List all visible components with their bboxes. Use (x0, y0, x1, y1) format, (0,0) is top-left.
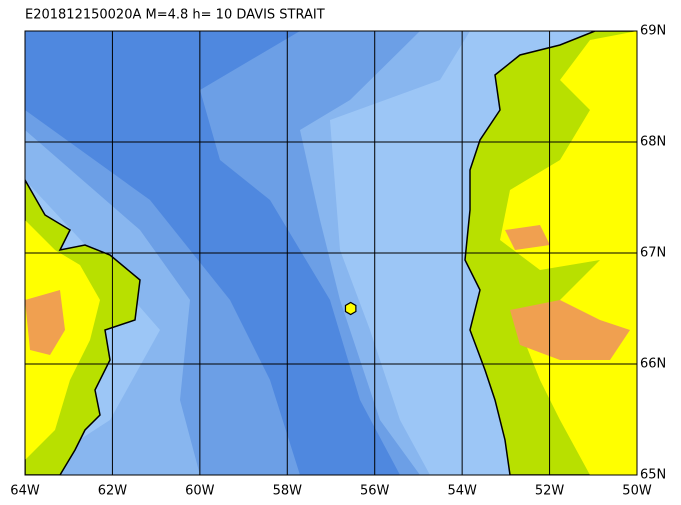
lat-label: 66N (640, 357, 666, 372)
lat-label: 69N (640, 24, 666, 39)
lon-label: 54W (447, 484, 477, 499)
lon-label: 60W (185, 484, 215, 499)
map-frame (24, 30, 638, 476)
greenland-peak (505, 225, 550, 250)
epicenter (344, 301, 357, 316)
lon-label: 50W (622, 484, 652, 499)
lat-label: 68N (640, 135, 666, 150)
map-title: E201812150020A M=4.8 h= 10 DAVIS STRAIT (25, 8, 325, 23)
baffin-peak (25, 290, 65, 355)
lon-label: 56W (360, 484, 390, 499)
lon-label: 58W (273, 484, 303, 499)
lon-label: 52W (535, 484, 565, 499)
lat-label: 67N (640, 246, 666, 261)
lat-label: 65N (640, 468, 666, 483)
lon-label: 62W (98, 484, 128, 499)
lon-label: 64W (10, 484, 40, 499)
greenland-peak (510, 300, 630, 360)
baffin-highland (25, 220, 100, 460)
